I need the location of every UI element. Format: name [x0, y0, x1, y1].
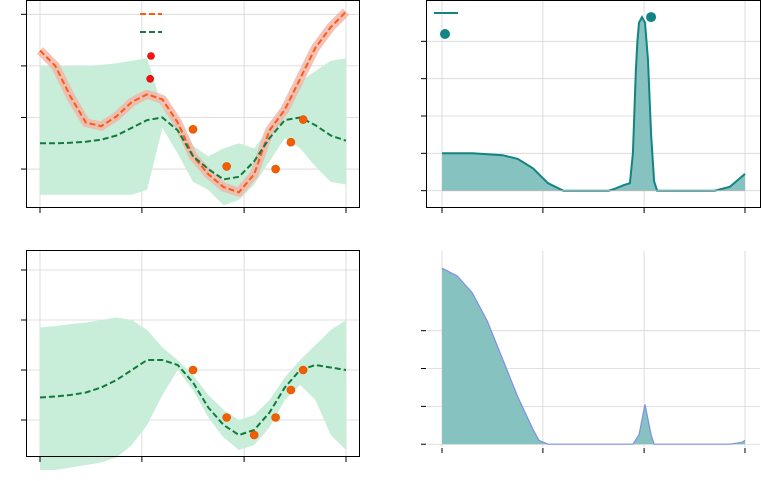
observation-point — [298, 115, 308, 124]
axes-frame — [26, 250, 360, 457]
max-point — [646, 12, 657, 23]
observation-point — [271, 164, 280, 174]
plot-bottom-right — [421, 251, 760, 453]
uncertainty-band — [40, 317, 346, 470]
observation-point — [222, 162, 231, 171]
observation-point — [249, 430, 259, 440]
observation-point — [286, 137, 296, 147]
mean-line — [39, 359, 347, 437]
legend-marker-red-point — [147, 52, 155, 60]
observation-point — [271, 413, 280, 422]
uncertainty-band — [40, 58, 346, 206]
observation-point — [188, 365, 198, 375]
plot-top-left — [21, 0, 360, 213]
observation-point — [188, 125, 198, 134]
area-fill — [442, 17, 745, 191]
observation-point — [222, 413, 231, 422]
area-fill — [442, 268, 745, 445]
observation-point — [286, 385, 296, 395]
plot-bottom-left — [21, 250, 360, 470]
area-line — [441, 267, 746, 445]
truth-line — [39, 10, 347, 194]
axes-frame — [26, 0, 360, 208]
legend-marker-point — [440, 29, 450, 39]
plot-top-right — [421, 0, 761, 213]
observation-point — [298, 365, 308, 375]
red-point — [146, 74, 154, 83]
